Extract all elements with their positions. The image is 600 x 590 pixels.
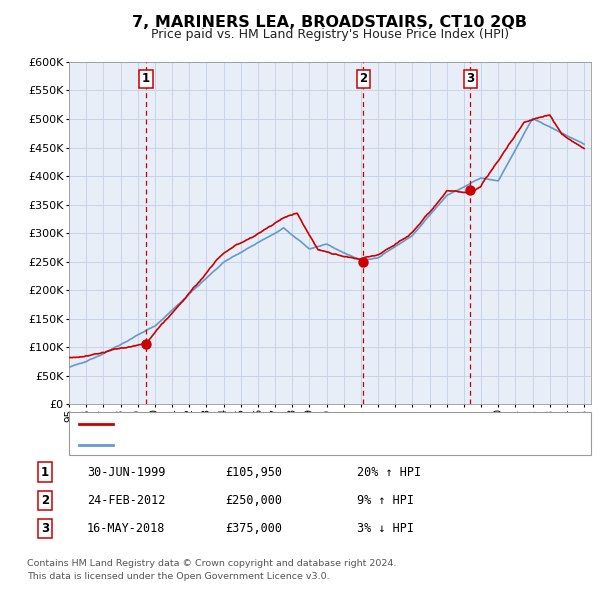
Text: 1: 1: [142, 72, 150, 85]
Text: 3: 3: [41, 522, 49, 535]
Text: Price paid vs. HM Land Registry's House Price Index (HPI): Price paid vs. HM Land Registry's House …: [151, 28, 509, 41]
FancyBboxPatch shape: [69, 412, 591, 455]
Text: This data is licensed under the Open Government Licence v3.0.: This data is licensed under the Open Gov…: [27, 572, 329, 581]
Text: £105,950: £105,950: [225, 466, 282, 478]
Text: 7, MARINERS LEA, BROADSTAIRS, CT10 2QB (detached house): 7, MARINERS LEA, BROADSTAIRS, CT10 2QB (…: [119, 419, 460, 430]
Text: 16-MAY-2018: 16-MAY-2018: [87, 522, 166, 535]
Text: 2: 2: [359, 72, 367, 85]
Text: HPI: Average price, detached house, Thanet: HPI: Average price, detached house, Than…: [119, 440, 359, 450]
Text: £250,000: £250,000: [225, 494, 282, 507]
Text: 1: 1: [41, 466, 49, 478]
Text: 20% ↑ HPI: 20% ↑ HPI: [357, 466, 421, 478]
Text: 3% ↓ HPI: 3% ↓ HPI: [357, 522, 414, 535]
Text: 9% ↑ HPI: 9% ↑ HPI: [357, 494, 414, 507]
Text: £375,000: £375,000: [225, 522, 282, 535]
Text: 30-JUN-1999: 30-JUN-1999: [87, 466, 166, 478]
Text: Contains HM Land Registry data © Crown copyright and database right 2024.: Contains HM Land Registry data © Crown c…: [27, 559, 397, 568]
Text: 7, MARINERS LEA, BROADSTAIRS, CT10 2QB: 7, MARINERS LEA, BROADSTAIRS, CT10 2QB: [133, 15, 527, 30]
Text: 2: 2: [41, 494, 49, 507]
Text: 24-FEB-2012: 24-FEB-2012: [87, 494, 166, 507]
Text: 3: 3: [466, 72, 475, 85]
